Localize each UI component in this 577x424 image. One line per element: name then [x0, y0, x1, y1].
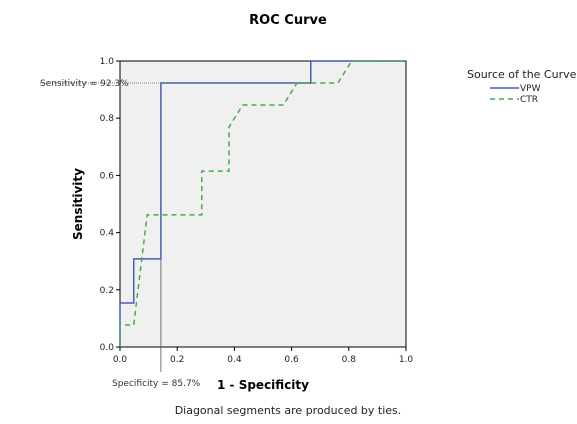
x-tick-label: 0.0	[113, 355, 128, 365]
x-axis-label: 1 - Specificity	[217, 378, 309, 392]
y-tick-label: 0.8	[100, 114, 115, 124]
x-tick-label: 0.2	[170, 355, 184, 365]
x-tick-label: 0.4	[227, 355, 242, 365]
legend-label-ctr: CTR	[520, 95, 538, 105]
y-tick-label: 0.2	[100, 286, 114, 296]
x-tick-label: 1.0	[399, 355, 414, 365]
y-tick-label: 0.6	[100, 171, 115, 181]
sensitivity-annotation: Sensitivity = 92.3%	[40, 79, 129, 89]
specificity-annotation: Specificity = 85.7%	[112, 379, 201, 389]
legend-label-vpw: VPW	[520, 84, 541, 94]
x-tick-label: 0.8	[342, 355, 357, 365]
footnote: Diagonal segments are produced by ties.	[175, 404, 402, 417]
series-line-ctr	[119, 60, 406, 347]
x-tick-label: 0.6	[284, 355, 299, 365]
y-tick-label: 1.0	[100, 57, 115, 67]
y-tick-label: 0.0	[100, 343, 115, 353]
series-line-vpw	[119, 60, 406, 347]
plot-area	[119, 60, 407, 348]
y-axis-label: Sensitivity	[71, 168, 85, 240]
y-tick-label: 0.4	[100, 229, 115, 239]
chart-title: ROC Curve	[249, 13, 327, 28]
legend-title: Source of the Curve	[467, 68, 577, 81]
